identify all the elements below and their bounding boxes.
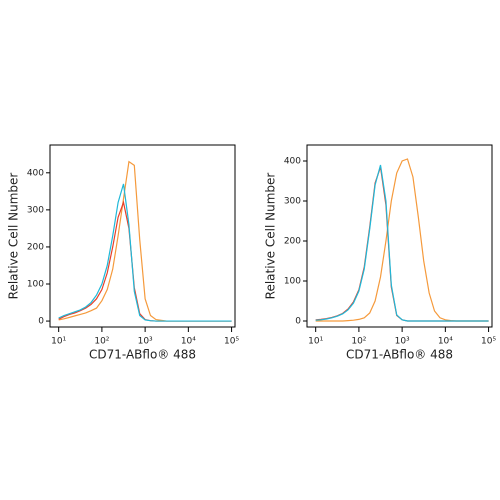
y-tick-label: 0 xyxy=(38,317,44,327)
x-tick-label: 10⁵ xyxy=(481,337,496,347)
x-tick-label: 10¹ xyxy=(308,337,323,347)
histogram-line xyxy=(315,158,489,322)
x-tick-label: 10² xyxy=(351,337,366,347)
y-axis-label: Relative Cell Number xyxy=(264,173,278,300)
histogram-line xyxy=(58,160,232,322)
x-tick-label: 10³ xyxy=(395,337,410,347)
x-axis-label: CD71-ABflo® 488 xyxy=(89,348,196,362)
x-axis-label: CD71-ABflo® 488 xyxy=(346,348,453,362)
histogram-line xyxy=(58,183,232,322)
y-tick-label: 100 xyxy=(27,280,44,290)
x-tick-label: 10⁴ xyxy=(438,337,453,347)
plot-frame xyxy=(49,144,236,328)
y-tick-label: 300 xyxy=(284,197,301,207)
y-axis-label: Relative Cell Number xyxy=(7,173,21,300)
x-tick-label: 10⁵ xyxy=(224,337,239,347)
x-tick-label: 10³ xyxy=(138,337,153,347)
histogram-line xyxy=(315,166,489,322)
histogram-line xyxy=(315,164,489,322)
plot-frame xyxy=(306,144,493,328)
y-tick-label: 200 xyxy=(27,242,44,252)
x-tick-label: 10² xyxy=(94,337,109,347)
histogram-line xyxy=(58,200,232,322)
y-tick-label: 100 xyxy=(284,277,301,287)
y-tick-label: 300 xyxy=(27,205,44,215)
y-tick-label: 400 xyxy=(284,157,301,167)
x-tick-label: 10¹ xyxy=(51,337,66,347)
y-tick-label: 200 xyxy=(284,237,301,247)
y-tick-label: 400 xyxy=(27,168,44,178)
y-tick-label: 0 xyxy=(295,317,301,327)
x-tick-label: 10⁴ xyxy=(181,337,196,347)
